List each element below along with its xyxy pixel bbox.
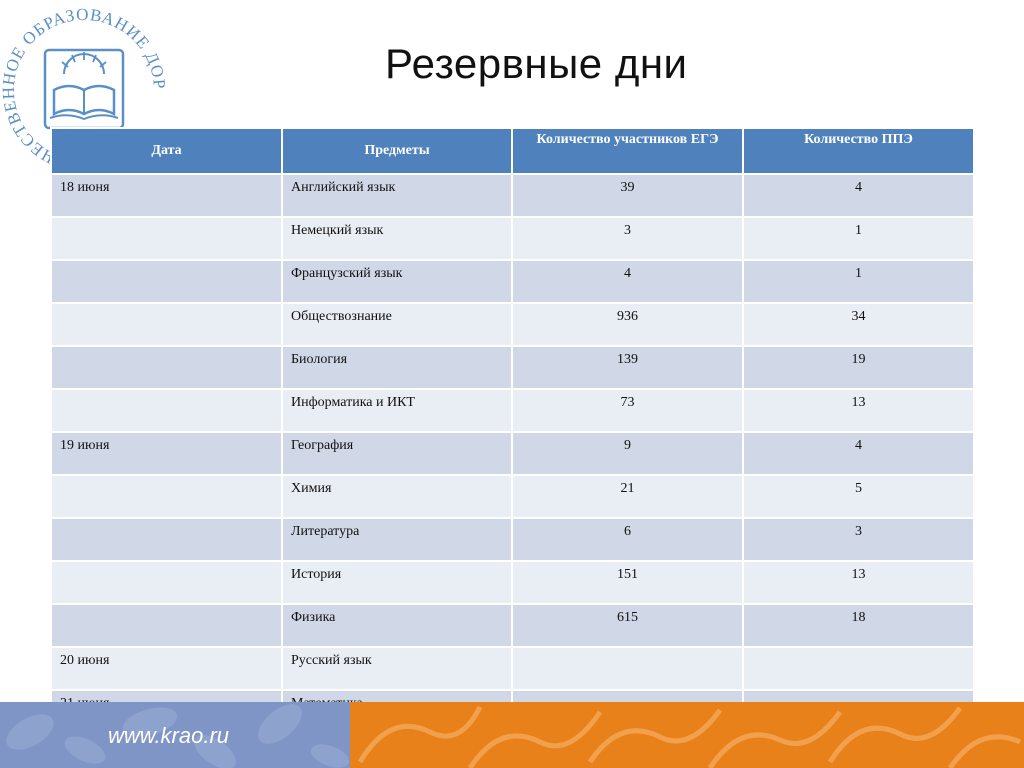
cell-subject: Химия <box>281 474 513 519</box>
cell-ppe-count: 3 <box>742 517 975 562</box>
cell-participants <box>511 646 744 691</box>
cell-participants: 6 <box>511 517 744 562</box>
cell-date <box>50 345 283 390</box>
cell-participants: 73 <box>511 388 744 433</box>
cell-subject: Биология <box>281 345 513 390</box>
cell-date <box>50 216 283 261</box>
cell-date <box>50 388 283 433</box>
cell-subject: История <box>281 560 513 605</box>
cell-subject: Информатика и ИКТ <box>281 388 513 433</box>
cell-participants: 936 <box>511 302 744 347</box>
cell-ppe-count: 1 <box>742 216 975 261</box>
cell-ppe-count: 4 <box>742 173 975 218</box>
cell-date: 18 июня <box>50 173 283 218</box>
cell-date <box>50 302 283 347</box>
footer-url-link[interactable]: www.krao.ru <box>108 723 230 748</box>
table-row: Французский язык 4 1 <box>50 259 975 304</box>
table-body: 18 июня Английский язык 39 4 Немецкий язык 3 1… <box>50 173 975 734</box>
cell-ppe-count <box>742 646 975 691</box>
footer-blue-band <box>0 702 350 768</box>
header-date: Дата <box>50 127 283 175</box>
cell-ppe-count: 5 <box>742 474 975 519</box>
cell-participants: 21 <box>511 474 744 519</box>
cell-subject: Французский язык <box>281 259 513 304</box>
table-row: Информатика и ИКТ 73 13 <box>50 388 975 433</box>
header-ppe-count: Количество ППЭ <box>742 127 975 175</box>
cell-ppe-count: 13 <box>742 560 975 605</box>
table-row: 20 июня Русский язык <box>50 646 975 691</box>
leaf-pattern-icon <box>6 704 350 768</box>
cell-ppe-count: 4 <box>742 431 975 476</box>
cell-subject: Немецкий язык <box>281 216 513 261</box>
cell-ppe-count: 1 <box>742 259 975 304</box>
table-row: Немецкий язык 3 1 <box>50 216 975 261</box>
cell-participants: 9 <box>511 431 744 476</box>
cell-ppe-count: 34 <box>742 302 975 347</box>
oak-leaf-pattern-icon <box>357 705 1022 768</box>
cell-participants: 615 <box>511 603 744 648</box>
page-title: Резервные дни <box>385 40 688 87</box>
cell-date <box>50 603 283 648</box>
table-header-row: Дата Предметы Количество участников ЕГЭ … <box>50 127 975 175</box>
cell-ppe-count: 13 <box>742 388 975 433</box>
header-participants: Количество участников ЕГЭ <box>511 127 744 175</box>
cell-date <box>50 474 283 519</box>
table-row: Литература 6 3 <box>50 517 975 562</box>
cell-date <box>50 560 283 605</box>
table-row: Обществознание 936 34 <box>50 302 975 347</box>
table-row: Физика 615 18 <box>50 603 975 648</box>
header-subjects: Предметы <box>281 127 513 175</box>
cell-date <box>50 517 283 562</box>
table-row: 18 июня Английский язык 39 4 <box>50 173 975 218</box>
cell-date: 20 июня <box>50 646 283 691</box>
table-row: Биология 139 19 <box>50 345 975 390</box>
cell-subject: Литература <box>281 517 513 562</box>
cell-participants: 151 <box>511 560 744 605</box>
cell-ppe-count: 18 <box>742 603 975 648</box>
footer-orange-band <box>350 702 1024 768</box>
table-row: 19 июня География 9 4 <box>50 431 975 476</box>
cell-subject: Физика <box>281 603 513 648</box>
table-row: История 151 13 <box>50 560 975 605</box>
cell-subject: География <box>281 431 513 476</box>
cell-date <box>50 259 283 304</box>
cell-date: 19 июня <box>50 431 283 476</box>
cell-subject: Английский язык <box>281 173 513 218</box>
cell-subject: Русский язык <box>281 646 513 691</box>
cell-ppe-count: 19 <box>742 345 975 390</box>
cell-subject: Обществознание <box>281 302 513 347</box>
table-row: Химия 21 5 <box>50 474 975 519</box>
reserve-days-table: Дата Предметы Количество участников ЕГЭ … <box>50 127 975 734</box>
cell-participants: 39 <box>511 173 744 218</box>
cell-participants: 4 <box>511 259 744 304</box>
cell-participants: 139 <box>511 345 744 390</box>
cell-participants: 3 <box>511 216 744 261</box>
